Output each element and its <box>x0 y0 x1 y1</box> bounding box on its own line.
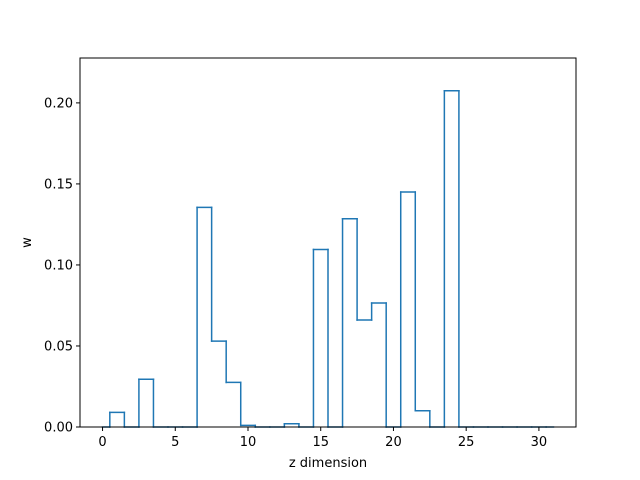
plot-area <box>101 89 555 428</box>
y-tick-label: 0.15 <box>44 177 73 192</box>
y-tick-label: 0.10 <box>44 258 73 273</box>
x-axis-label: z dimension <box>289 456 367 471</box>
x-tick-label: 10 <box>240 435 257 450</box>
x-tick-label: 20 <box>385 435 402 450</box>
x-tick-label: 25 <box>458 435 475 450</box>
x-tick-label: 5 <box>171 435 179 450</box>
y-tick-label: 0.20 <box>44 96 73 111</box>
y-tick-label: 0.05 <box>44 339 73 354</box>
x-tick-label: 15 <box>312 435 329 450</box>
axes-frame <box>79 57 577 428</box>
y-tick-label: 0.00 <box>44 421 73 436</box>
axis-ticks: 0 5 10 15 20 25 30 0.00 0.05 0.10 0.15 0.20 <box>44 96 547 450</box>
x-tick-label: 0 <box>98 435 106 450</box>
y-axis-label: w <box>20 237 35 248</box>
x-tick-label: 30 <box>531 435 548 450</box>
